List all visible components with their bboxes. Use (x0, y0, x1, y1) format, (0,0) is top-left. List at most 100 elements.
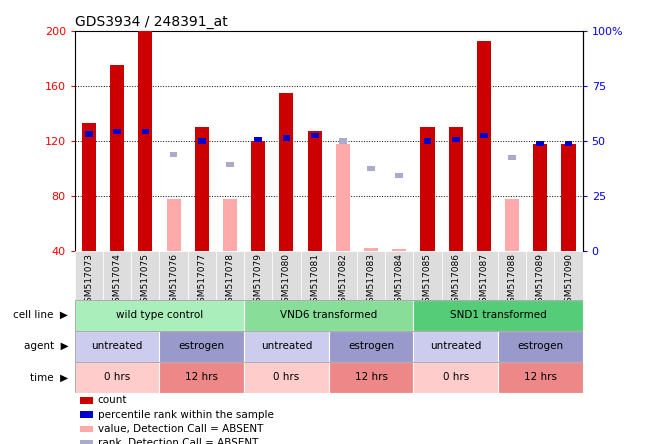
Bar (159, 362, 244, 393)
Bar (339, 138, 347, 144)
Text: 0 hrs: 0 hrs (273, 373, 299, 382)
Bar (413, 331, 498, 362)
Bar (226, 162, 234, 167)
Bar (272, 251, 301, 300)
Bar (167, 198, 181, 251)
Bar (195, 127, 209, 251)
Bar (301, 251, 329, 300)
Text: GDS3934 / 248391_at: GDS3934 / 248391_at (75, 15, 228, 29)
Text: estrogen: estrogen (179, 341, 225, 351)
Text: time  ▶: time ▶ (30, 373, 68, 382)
Bar (187, 251, 216, 300)
Text: cell line  ▶: cell line ▶ (14, 310, 68, 320)
Bar (251, 141, 266, 251)
Bar (311, 133, 318, 138)
Text: GSM517086: GSM517086 (451, 253, 460, 308)
Text: GSM517075: GSM517075 (141, 253, 150, 308)
Bar (477, 41, 491, 251)
Bar (223, 198, 237, 251)
Bar (470, 251, 498, 300)
Text: GSM517081: GSM517081 (310, 253, 319, 308)
Text: GSM517076: GSM517076 (169, 253, 178, 308)
Bar (139, 31, 152, 251)
Text: untreated: untreated (430, 341, 481, 351)
Bar (279, 93, 294, 251)
Text: wild type control: wild type control (116, 310, 203, 320)
Text: GSM517083: GSM517083 (367, 253, 376, 308)
Bar (364, 248, 378, 251)
Text: 12 hrs: 12 hrs (355, 373, 387, 382)
Bar (564, 141, 572, 147)
Bar (110, 65, 124, 251)
Bar (505, 198, 519, 251)
Text: GSM517084: GSM517084 (395, 253, 404, 308)
Text: GSM517089: GSM517089 (536, 253, 545, 308)
Bar (413, 362, 498, 393)
Text: rank, Detection Call = ABSENT: rank, Detection Call = ABSENT (98, 438, 258, 444)
Text: untreated: untreated (261, 341, 312, 351)
Bar (508, 155, 516, 160)
Bar (441, 251, 470, 300)
Text: value, Detection Call = ABSENT: value, Detection Call = ABSENT (98, 424, 263, 434)
Bar (80, 411, 92, 418)
Bar (336, 144, 350, 251)
Bar (395, 173, 403, 178)
Bar (283, 135, 290, 141)
Bar (159, 251, 187, 300)
Bar (244, 251, 272, 300)
Bar (80, 440, 92, 444)
Bar (80, 425, 92, 432)
Bar (329, 251, 357, 300)
Bar (385, 251, 413, 300)
Bar (392, 250, 406, 251)
Bar (449, 127, 463, 251)
Text: GSM517082: GSM517082 (339, 253, 348, 308)
Bar (80, 396, 92, 404)
Bar (421, 127, 435, 251)
Text: SND1 transformed: SND1 transformed (450, 310, 546, 320)
Bar (216, 251, 244, 300)
Text: percentile rank within the sample: percentile rank within the sample (98, 409, 273, 420)
Bar (170, 152, 178, 158)
Bar (159, 331, 244, 362)
Bar (113, 129, 121, 134)
Bar (413, 251, 441, 300)
Bar (244, 300, 413, 331)
Text: GSM517090: GSM517090 (564, 253, 573, 308)
Bar (498, 362, 583, 393)
Bar (498, 331, 583, 362)
Bar (329, 362, 413, 393)
Text: GSM517077: GSM517077 (197, 253, 206, 308)
Text: VND6 transformed: VND6 transformed (280, 310, 378, 320)
Text: 0 hrs: 0 hrs (443, 373, 469, 382)
Bar (413, 300, 583, 331)
Text: estrogen: estrogen (518, 341, 563, 351)
Text: GSM517088: GSM517088 (508, 253, 517, 308)
Bar (255, 137, 262, 143)
Bar (498, 251, 526, 300)
Text: count: count (98, 395, 127, 405)
Bar (198, 138, 206, 144)
Text: untreated: untreated (92, 341, 143, 351)
Bar (85, 131, 93, 137)
Text: GSM517079: GSM517079 (254, 253, 263, 308)
Bar (75, 362, 159, 393)
Bar (82, 123, 96, 251)
Bar (329, 331, 413, 362)
Text: GSM517085: GSM517085 (423, 253, 432, 308)
Text: agent  ▶: agent ▶ (23, 341, 68, 351)
Bar (526, 251, 555, 300)
Bar (132, 251, 159, 300)
Text: GSM517080: GSM517080 (282, 253, 291, 308)
Bar (357, 251, 385, 300)
Bar (75, 331, 159, 362)
Text: estrogen: estrogen (348, 341, 394, 351)
Bar (244, 362, 329, 393)
Bar (244, 331, 329, 362)
Text: 0 hrs: 0 hrs (104, 373, 130, 382)
Text: 12 hrs: 12 hrs (524, 373, 557, 382)
Bar (141, 129, 149, 134)
Bar (561, 144, 575, 251)
Text: 12 hrs: 12 hrs (186, 373, 218, 382)
Bar (424, 138, 432, 144)
